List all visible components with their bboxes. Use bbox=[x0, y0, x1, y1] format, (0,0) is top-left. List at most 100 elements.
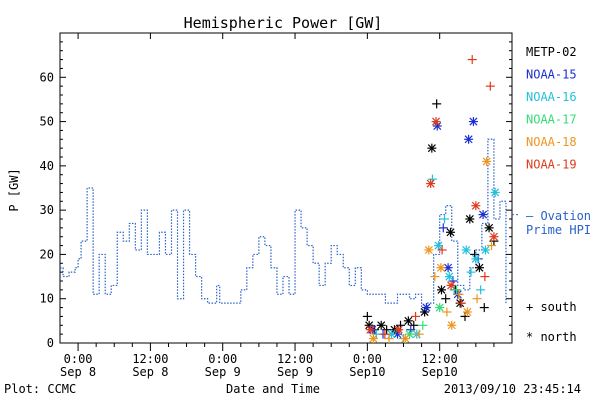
data-point-noaa-18 bbox=[447, 320, 457, 330]
star-mark-d2 bbox=[444, 263, 453, 272]
star-mark-d2 bbox=[485, 223, 494, 232]
star-mark-d2 bbox=[426, 179, 435, 188]
star-mark-d2 bbox=[491, 188, 500, 197]
data-point-metp-02 bbox=[382, 325, 392, 335]
star-mark-d2 bbox=[434, 241, 443, 250]
data-point-noaa-19 bbox=[480, 272, 490, 282]
star-mark-d2 bbox=[401, 334, 410, 343]
y-tick-label: 10 bbox=[40, 292, 54, 306]
data-point-noaa-16 bbox=[480, 245, 490, 255]
star-mark-d2 bbox=[432, 117, 441, 126]
star-mark-d2 bbox=[462, 245, 471, 255]
data-point-noaa-18 bbox=[436, 263, 446, 273]
data-point-noaa-18 bbox=[482, 156, 492, 166]
data-point-metp-02 bbox=[441, 294, 451, 304]
data-point-noaa-19 bbox=[394, 325, 404, 335]
data-point-metp-02 bbox=[474, 263, 484, 273]
data-point-noaa-18 bbox=[487, 241, 497, 251]
marker-legend-south: + south bbox=[526, 300, 577, 314]
star-mark-d2 bbox=[424, 245, 433, 255]
data-point-noaa-19 bbox=[380, 329, 390, 339]
star-mark-d2 bbox=[481, 245, 490, 255]
data-point-noaa-19 bbox=[485, 81, 495, 91]
y-tick-label: 50 bbox=[40, 115, 54, 129]
data-point-noaa-16 bbox=[471, 254, 481, 264]
data-point-noaa-19 bbox=[365, 325, 375, 335]
x-tick-time: 12:00 bbox=[277, 352, 313, 366]
data-point-noaa-19 bbox=[456, 298, 466, 308]
data-point-metp-02 bbox=[432, 99, 442, 109]
data-point-noaa-16 bbox=[440, 214, 450, 224]
data-point-noaa-18 bbox=[442, 307, 452, 317]
data-point-noaa-17 bbox=[435, 303, 445, 313]
chart-title: Hemispheric Power [GW] bbox=[184, 14, 383, 32]
y-tick-label: 0 bbox=[47, 336, 54, 350]
data-point-metp-02 bbox=[479, 303, 489, 313]
data-point-noaa-18 bbox=[424, 245, 434, 255]
legend-metp-02: METP-02 bbox=[526, 45, 577, 59]
legend: METP-02 NOAA-15 NOAA-16 NOAA-17 NOAA-18 NOAA-… bbox=[512, 45, 591, 344]
star-mark-d2 bbox=[366, 325, 375, 334]
x-tick-time: 12:00 bbox=[132, 352, 168, 366]
data-point-noaa-15 bbox=[478, 210, 488, 220]
star-mark-d2 bbox=[437, 285, 446, 294]
star-mark-d2 bbox=[435, 303, 444, 312]
data-point-noaa-15 bbox=[438, 223, 448, 233]
x-tick-time: 0:00 bbox=[64, 352, 93, 366]
star-mark-d2 bbox=[436, 263, 445, 272]
x-tick-time: 0:00 bbox=[208, 352, 237, 366]
y-tick-label: 40 bbox=[40, 159, 54, 173]
x-tick-date: Sep 8 bbox=[132, 365, 168, 379]
x-tick-time: 12:00 bbox=[422, 352, 458, 366]
data-point-noaa-18 bbox=[368, 334, 378, 344]
y-tick-label: 60 bbox=[40, 70, 54, 84]
data-point-metp-02 bbox=[362, 311, 372, 321]
star-mark-d2 bbox=[433, 121, 442, 131]
star-mark-d2 bbox=[479, 210, 488, 219]
data-point-noaa-18 bbox=[384, 334, 394, 344]
legend-noaa-17: NOAA-17 bbox=[526, 113, 577, 127]
data-point-noaa-16 bbox=[444, 272, 454, 282]
star-mark-d2 bbox=[445, 272, 454, 281]
data-point-metp-02 bbox=[403, 316, 413, 326]
legend-ovation-line0: – Ovation bbox=[526, 209, 591, 223]
star-mark-d2 bbox=[427, 144, 436, 153]
data-point-metp-02 bbox=[427, 143, 437, 153]
star-mark-d2 bbox=[422, 303, 431, 312]
x-axis-label: Date and Time bbox=[226, 382, 320, 396]
data-point-noaa-19 bbox=[489, 232, 499, 242]
data-point-noaa-15 bbox=[468, 117, 478, 127]
plot-border bbox=[59, 32, 513, 344]
star-mark-d2 bbox=[469, 117, 478, 126]
x-tick-time: 0:00 bbox=[353, 352, 382, 366]
star-mark-d2 bbox=[377, 321, 386, 330]
star-mark-d2 bbox=[475, 263, 484, 272]
star-mark-d2 bbox=[471, 201, 480, 210]
data-point-noaa-16 bbox=[433, 241, 443, 251]
star-mark-d2 bbox=[446, 228, 455, 237]
data-point-noaa-19 bbox=[437, 245, 447, 255]
star-mark-d2 bbox=[465, 214, 474, 224]
data-point-metp-02 bbox=[446, 227, 456, 237]
y-axis-label: P [GW] bbox=[7, 168, 21, 211]
star-mark-d2 bbox=[365, 321, 374, 330]
legend-ovation-line1: Prime HPI bbox=[526, 223, 591, 237]
star-mark-d2 bbox=[464, 135, 473, 144]
data-point-noaa-17 bbox=[418, 320, 428, 330]
x-tick-date: Sep10 bbox=[349, 365, 385, 379]
data-point-metp-02 bbox=[376, 320, 386, 330]
data-point-noaa-15 bbox=[443, 263, 453, 273]
legend-noaa-15: NOAA-15 bbox=[526, 68, 577, 82]
data-point-noaa-19 bbox=[411, 311, 421, 321]
data-point-noaa-18 bbox=[400, 334, 410, 344]
data-point-noaa-15 bbox=[421, 303, 431, 313]
plot-credit: Plot: CCMC bbox=[4, 382, 76, 396]
data-point-noaa-18 bbox=[462, 307, 472, 317]
data-point-noaa-16 bbox=[490, 187, 500, 197]
ovation-series bbox=[60, 138, 507, 309]
data-point-noaa-15 bbox=[464, 134, 474, 144]
data-point-noaa-19 bbox=[426, 179, 436, 189]
x-tick-date: Sep10 bbox=[422, 365, 458, 379]
data-point-noaa-18 bbox=[454, 289, 464, 299]
